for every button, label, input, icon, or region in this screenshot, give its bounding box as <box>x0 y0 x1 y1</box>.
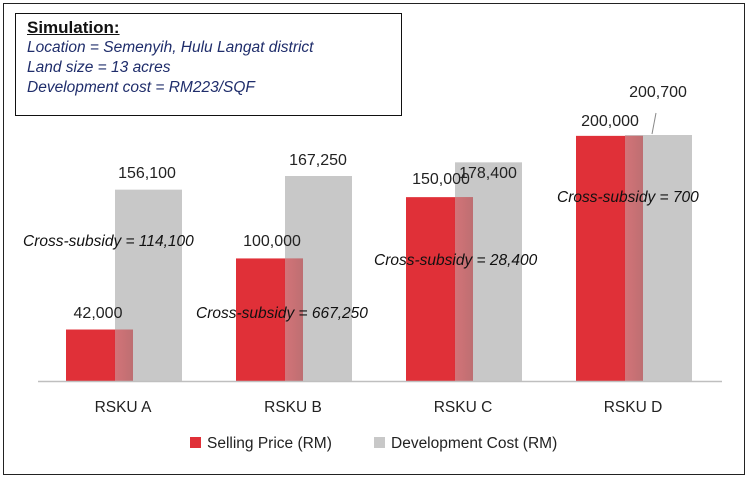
cross-subsidy-annotation: Cross-subsidy = 667,250 <box>196 305 368 322</box>
bar-overlap-shade <box>115 329 133 381</box>
bar-overlap-shade <box>455 197 473 381</box>
bar-overlap-shade <box>625 135 643 381</box>
selling-price-bar <box>576 135 643 381</box>
bar-overlap-shade <box>285 258 303 381</box>
selling-price-bar <box>406 197 473 381</box>
development-cost-label: 200,700 <box>629 84 687 101</box>
selling-price-bar <box>236 258 303 381</box>
selling-price-label: 150,000 <box>412 171 470 188</box>
cross-subsidy-annotation: Cross-subsidy = 28,400 <box>374 252 538 269</box>
legend-label-selling: Selling Price (RM) <box>207 435 332 452</box>
legend-swatch-selling <box>190 437 201 448</box>
selling-price-label: 100,000 <box>243 233 301 250</box>
category-tick-label: RSKU B <box>264 399 322 416</box>
category-tick-label: RSKU C <box>434 399 493 416</box>
development-cost-label: 178,400 <box>459 165 517 182</box>
legend-swatch-cost <box>374 437 385 448</box>
selling-price-bar <box>66 329 133 381</box>
simulation-box: Simulation: Location = Semenyih, Hulu La… <box>15 13 402 116</box>
selling-price-label: 42,000 <box>74 305 123 322</box>
cross-subsidy-annotation: Cross-subsidy = 700 <box>557 189 699 206</box>
simulation-land-size: Land size = 13 acres <box>27 59 171 76</box>
development-cost-label: 156,100 <box>118 165 176 182</box>
simulation-development-cost: Development cost = RM223/SQF <box>27 79 255 96</box>
category-tick-label: RSKU A <box>95 399 153 416</box>
simulation-location: Location = Semenyih, Hulu Langat distric… <box>27 39 314 56</box>
selling-price-label: 200,000 <box>581 113 639 130</box>
leader-line <box>651 112 657 135</box>
cross-subsidy-annotation: Cross-subsidy = 114,100 <box>23 233 194 250</box>
legend-label-cost: Development Cost (RM) <box>391 435 557 452</box>
development-cost-label: 167,250 <box>289 152 347 169</box>
category-tick-label: RSKU D <box>604 399 663 416</box>
simulation-title: Simulation: <box>27 18 120 37</box>
